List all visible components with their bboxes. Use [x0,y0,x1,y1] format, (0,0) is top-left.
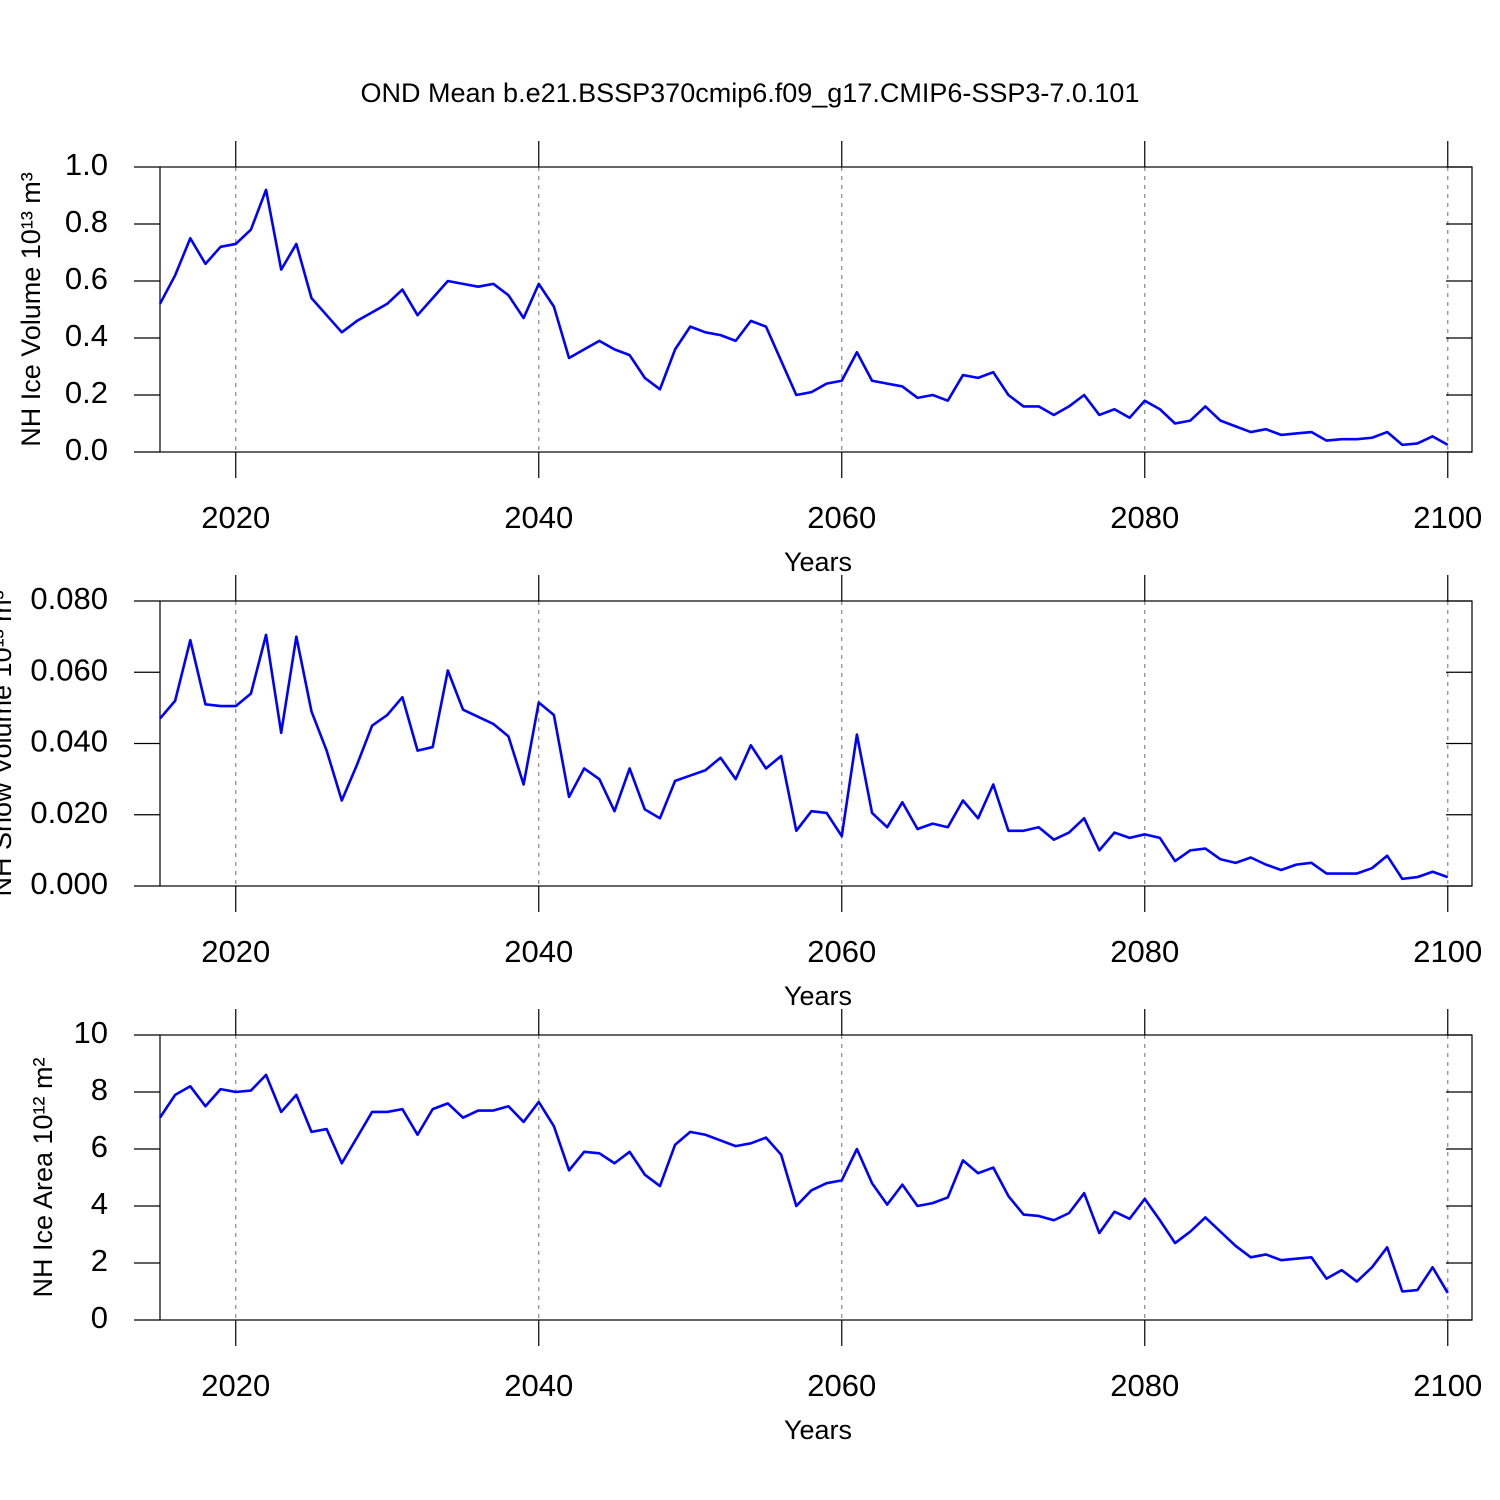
y-tick-label: 0.0 [65,432,108,467]
y-tick-label: 0.6 [65,261,108,296]
x-tick-label: 2040 [504,500,573,535]
x-tick-label: 2080 [1110,934,1179,969]
y-tick-label: 6 [91,1129,108,1164]
y-tick-label: 2 [91,1243,108,1278]
plot-frame [159,1034,1473,1321]
x-tick-label: 2020 [201,500,270,535]
plot-frame [159,166,1473,453]
x-tick-label: 2020 [201,934,270,969]
y-tick-label: 0 [91,1300,108,1335]
y-tick-label: 0.4 [65,318,108,353]
y-tick-label: 0.060 [30,652,108,687]
x-tick-label: 2100 [1413,1368,1482,1403]
y-tick-label: 0.000 [30,866,108,901]
x-tick-label: 2040 [504,1368,573,1403]
x-tick-label: 2020 [201,1368,270,1403]
figure-title: OND Mean b.e21.BSSP370cmip6.f09_g17.CMIP… [361,78,1140,108]
y-tick-label: 0.2 [65,375,108,410]
x-axis-label: Years [784,981,852,1011]
y-tick-label: 0.8 [65,204,108,239]
y-axis-label: NH Snow Volume 10¹³ m³ [0,590,17,896]
y-tick-label: 4 [91,1186,108,1221]
y-tick-label: 0.040 [30,724,108,759]
y-tick-label: 1.0 [65,147,108,182]
y-tick-label: 10 [74,1015,108,1050]
plot-frame [159,600,1473,887]
data-line [158,188,1449,447]
y-tick-label: 0.080 [30,581,108,616]
x-tick-label: 2100 [1413,934,1482,969]
x-axis-label: Years [784,1415,852,1445]
x-tick-label: 2060 [807,500,876,535]
x-tick-label: 2080 [1110,1368,1179,1403]
data-line [158,1073,1449,1294]
x-tick-label: 2040 [504,934,573,969]
y-axis-label: NH Ice Volume 10¹³ m³ [16,172,46,447]
x-tick-label: 2080 [1110,500,1179,535]
data-line [159,633,1449,881]
y-tick-label: 0.020 [30,795,108,830]
x-tick-label: 2100 [1413,500,1482,535]
x-tick-label: 2060 [807,1368,876,1403]
y-tick-label: 8 [91,1072,108,1107]
x-tick-label: 2060 [807,934,876,969]
y-axis-label: NH Ice Area 10¹² m² [28,1057,58,1297]
x-axis-label: Years [784,547,852,577]
